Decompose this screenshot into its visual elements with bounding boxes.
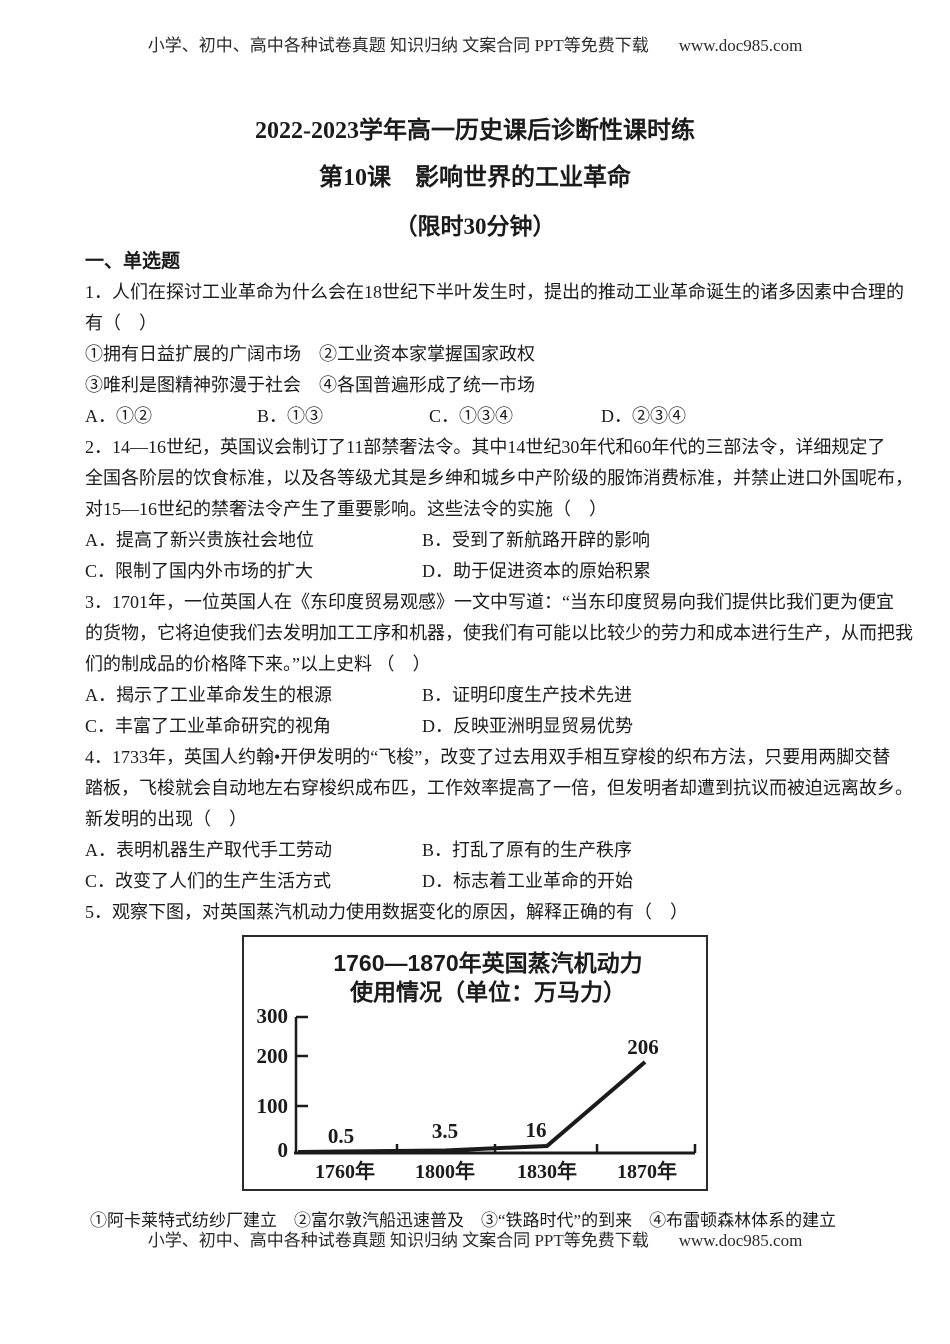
question-4-line-3: 新发明的出现（ ） <box>85 809 247 829</box>
x-axis-label-1870: 1870年 <box>617 1161 677 1183</box>
question-2-options-row-1: A．提高了新兴贵族社会地位 B．受到了新航路开辟的影响 <box>85 525 875 556</box>
y-axis-label-300: 300 <box>256 1004 289 1028</box>
header-watermark: 小学、初中、高中各种试卷真题 知识归纳 文案合同 PPT等免费下载 www.doc… <box>0 36 950 56</box>
q4-option-c: C．改变了人们的生产生活方式 <box>85 871 332 891</box>
question-4-options-row-2: C．改变了人们的生产生活方式 D．标志着工业革命的开始 <box>85 866 875 897</box>
q2-option-d: D．助于促进资本的原始积累 <box>422 561 651 581</box>
question-2-line-2: 全国各阶层的饮食标准，以及各等级尤其是乡绅和城乡中产阶级的服饰消费标准，并禁止进… <box>85 468 913 488</box>
q3-option-a: A．揭示了工业革命发生的根源 <box>85 685 332 705</box>
q2-option-a: A．提高了新兴贵族社会地位 <box>85 530 314 550</box>
x-axis-label-1760: 1760年 <box>315 1161 375 1183</box>
doc-title: 2022-2023学年高一历史课后诊断性课时练 <box>255 118 695 144</box>
x-axis-label-1830: 1830年 <box>517 1161 577 1183</box>
question-3-line-2: 的货物，它将迫使我们去发明加工工序和机器，使我们有可能以比较少的劳力和成本进行生… <box>85 623 913 643</box>
question-1-line-1: 1．人们在探讨工业革命为什么会在18世纪下半叶发生时，提出的推动工业革命诞生的诸… <box>85 282 904 302</box>
line-chart-canvas <box>294 1015 697 1155</box>
data-point-label-1870: 206 <box>627 1035 659 1059</box>
question-2-options-row-2: C．限制了国内外市场的扩大 D．助于促进资本的原始积累 <box>85 556 875 587</box>
q4-option-d: D．标志着工业革命的开始 <box>422 871 633 891</box>
q1-option-b: B．①③ <box>257 406 324 426</box>
y-axis-label-0: 0 <box>277 1138 289 1162</box>
q1-option-c: C．①③④ <box>429 406 514 426</box>
chart-title-line1: 1760—1870年英国蒸汽机动力 <box>333 950 643 976</box>
chart-title-line2: 使用情况（单位：万马力） <box>350 979 626 1005</box>
header-watermark-text: 小学、初中、高中各种试卷真题 知识归纳 文案合同 PPT等免费下载 <box>147 36 649 55</box>
question-2-line-1: 2．14—16世纪，英国议会制订了11部禁奢法令。其中14世纪30年代和60年代… <box>85 437 886 457</box>
question-3-line-3: 们的制成品的价格降下来。”以上史料 （ ） <box>85 654 431 674</box>
header-site-url: www.doc985.com <box>678 36 803 55</box>
time-limit: （限时30分钟） <box>394 214 556 239</box>
question-4-options-row-1: A．表明机器生产取代手工劳动 B．打乱了原有的生产秩序 <box>85 835 875 866</box>
question-3-line-1: 3．1701年，一位英国人在《东印度贸易观感》一文中写道：“当东印度贸易向我们提… <box>85 592 894 612</box>
q3-option-b: B．证明印度生产技术先进 <box>422 685 633 705</box>
q3-option-d: D．反映亚洲明显贸易优势 <box>422 716 633 736</box>
q1-option-a: A．①② <box>85 406 152 426</box>
exam-body: 一、单选题 1．人们在探讨工业革命为什么会在18世纪下半叶发生时，提出的推动工业… <box>85 246 913 928</box>
question-3-options-row-1: A．揭示了工业革命发生的根源 B．证明印度生产技术先进 <box>85 680 875 711</box>
q4-option-a: A．表明机器生产取代手工劳动 <box>85 840 332 860</box>
footer-site-url: www.doc985.com <box>678 1231 803 1250</box>
question-1-subitems-2: ③唯利是图精神弥漫于社会 ④各国普遍形成了统一市场 <box>85 375 535 395</box>
question-1-subitems-1: ①拥有日益扩展的广阔市场 ②工业资本家掌握国家政权 <box>85 344 535 364</box>
steam-power-line <box>297 1060 647 1154</box>
question-1-line-2: 有（ ） <box>85 313 157 333</box>
y-axis-label-100: 100 <box>256 1094 289 1118</box>
question-1-options: A．①② B．①③ C．①③④ D．②③④ <box>85 401 875 432</box>
q2-option-b: B．受到了新航路开辟的影响 <box>422 530 651 550</box>
q3-option-c: C．丰富了工业革命研究的视角 <box>85 716 332 736</box>
x-axis-label-1800: 1800年 <box>415 1161 475 1183</box>
section-heading: 一、单选题 <box>85 251 181 272</box>
q2-option-c: C．限制了国内外市场的扩大 <box>85 561 314 581</box>
q1-option-d: D．②③④ <box>601 406 686 426</box>
question-5-line-1: 5．观察下图，对英国蒸汽机动力使用数据变化的原因，解释正确的有（ ） <box>85 902 688 922</box>
question-4-line-2: 踏板，飞梭就会自动地左右穿梭织成布匹，工作效率提高了一倍，但发明者却遭到抗议而被… <box>85 778 913 798</box>
data-point-label-1830: 16 <box>525 1118 547 1142</box>
question-5-subitems: ①阿卡莱特式纺纱厂建立 ②富尔敦汽船迅速普及 ③“铁路时代”的到来 ④布雷顿森林… <box>90 1211 837 1230</box>
data-point-label-1800: 3.5 <box>431 1119 459 1143</box>
question-4-line-1: 4．1733年，英国人约翰•开伊发明的“飞梭”，改变了过去用双手相互穿梭的织布方… <box>85 747 891 767</box>
data-point-label-1760: 0.5 <box>327 1124 355 1148</box>
question-2-line-3: 对15—16世纪的禁奢法令产生了重要影响。这些法令的实施（ ） <box>85 499 607 519</box>
lesson-title: 第10课 影响世界的工业革命 <box>319 165 631 191</box>
footer-watermark: 小学、初中、高中各种试卷真题 知识归纳 文案合同 PPT等免费下载 www.doc… <box>0 1231 950 1251</box>
question-3-options-row-2: C．丰富了工业革命研究的视角 D．反映亚洲明显贸易优势 <box>85 711 875 742</box>
steam-power-chart: 1760—1870年英国蒸汽机动力 使用情况（单位：万马力） 300 200 1… <box>242 935 708 1191</box>
q4-option-b: B．打乱了原有的生产秩序 <box>422 840 633 860</box>
chart-title: 1760—1870年英国蒸汽机动力 使用情况（单位：万马力） <box>257 949 719 1007</box>
y-axis-label-200: 200 <box>256 1044 289 1068</box>
footer-watermark-text: 小学、初中、高中各种试卷真题 知识归纳 文案合同 PPT等免费下载 <box>147 1231 649 1250</box>
